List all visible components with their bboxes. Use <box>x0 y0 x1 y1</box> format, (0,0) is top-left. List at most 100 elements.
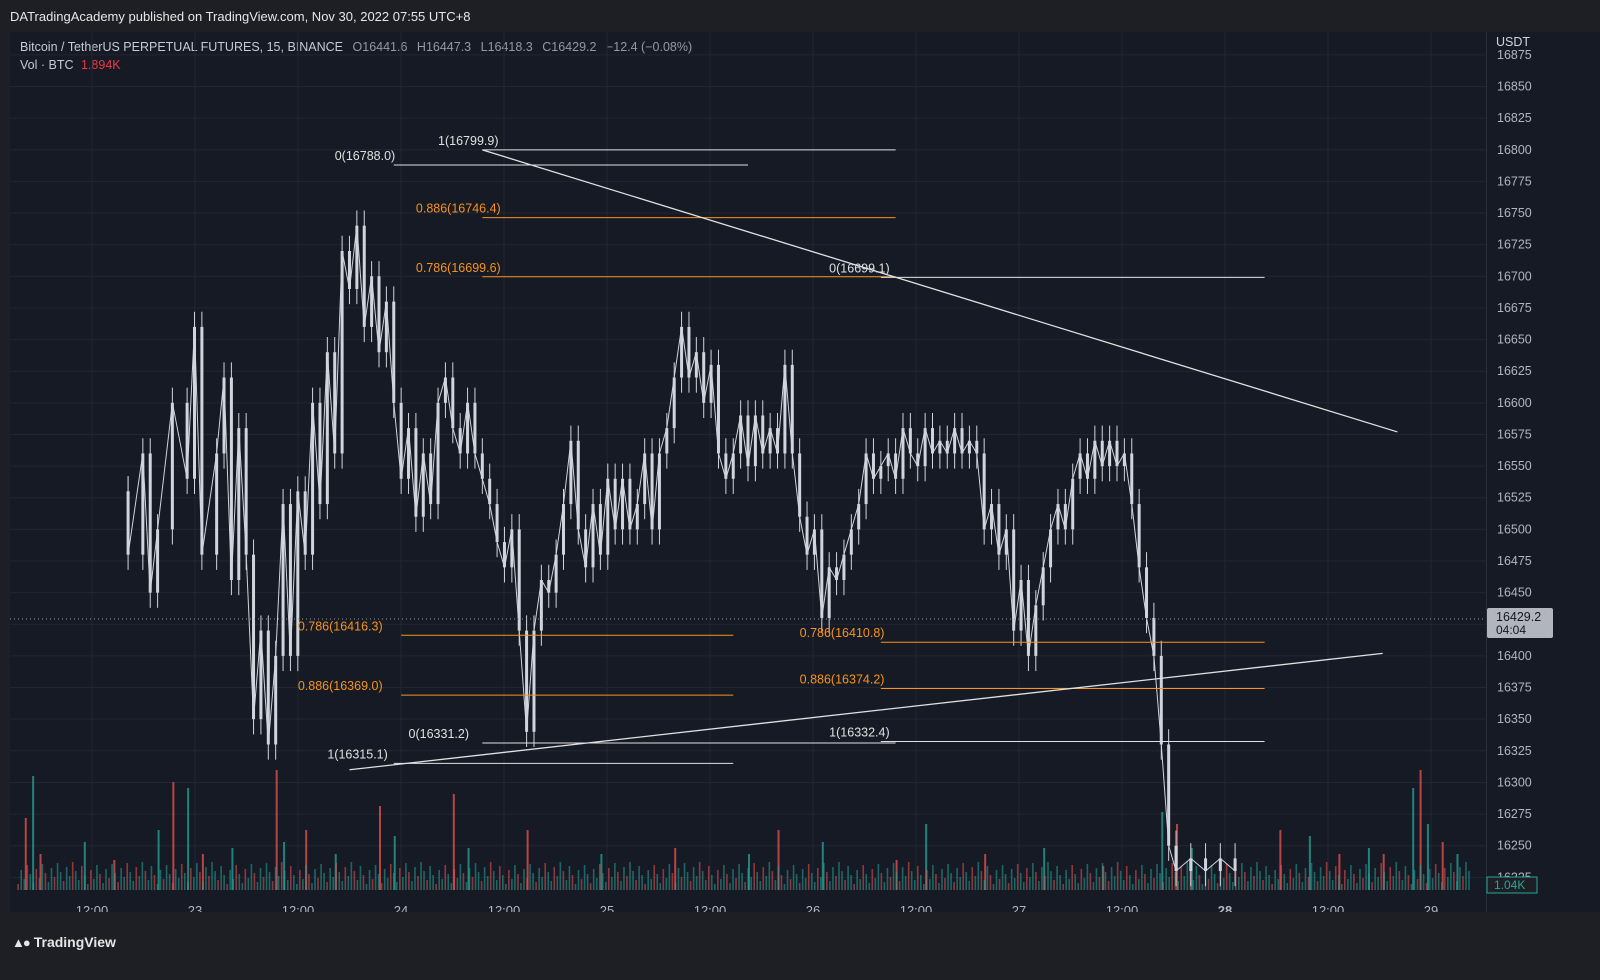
candle-body <box>606 478 610 555</box>
volume-bar <box>659 883 662 890</box>
volume-bar <box>1144 874 1146 890</box>
volume-bar <box>880 873 883 890</box>
y-tick-label: 16300 <box>1497 775 1532 789</box>
volume-bar <box>1310 863 1313 890</box>
volume-bar <box>765 876 768 890</box>
candle-body <box>1167 744 1171 846</box>
candle-body <box>237 428 241 580</box>
candle-body <box>392 301 396 403</box>
volume-bar <box>498 866 501 890</box>
volume-label: Vol · BTC <box>20 58 74 72</box>
volume-bar <box>650 879 653 890</box>
volume-bar <box>323 873 325 890</box>
volume-bar <box>196 863 198 890</box>
tradingview-logo[interactable]: ▲● TradingView <box>12 934 116 950</box>
volume-bar <box>99 874 101 890</box>
volume-bar <box>411 881 413 890</box>
volume-bar <box>289 866 292 890</box>
volume-bar <box>847 866 849 890</box>
candle-body <box>613 478 617 530</box>
volume-bar <box>604 882 607 890</box>
fib-level-label: 0.786(16410.8) <box>800 626 885 640</box>
y-tick-label: 16775 <box>1497 174 1532 188</box>
volume-bar <box>165 865 168 890</box>
candle-body <box>820 529 824 618</box>
volume-bar <box>174 869 177 890</box>
price-line <box>127 225 1236 872</box>
candle-body <box>621 478 625 530</box>
volume-bar <box>1222 878 1225 890</box>
candle-body <box>311 402 315 555</box>
candle-body <box>473 402 477 454</box>
volume-bar <box>704 880 707 890</box>
volume-bar <box>1001 865 1004 890</box>
volume-bar <box>1462 876 1464 890</box>
trendline <box>482 149 1398 433</box>
volume-bar <box>747 868 749 890</box>
candle-body <box>480 453 484 479</box>
candle-body <box>525 630 529 732</box>
volume-bar <box>32 883 35 890</box>
fib-level-label: 0.786(16416.3) <box>298 619 383 633</box>
volume-bar <box>483 867 486 890</box>
volume-bar <box>71 862 74 890</box>
price-axis[interactable] <box>1486 32 1600 912</box>
volume-bar <box>150 866 153 890</box>
volume-bar <box>644 884 646 890</box>
volume-bar <box>983 880 986 890</box>
volume-bar <box>50 868 53 890</box>
published-bar: DATradingAcademy published on TradingVie… <box>0 0 1600 32</box>
volume-bar <box>1080 869 1083 890</box>
symbol-title[interactable]: Bitcoin / TetherUS PERPETUAL FUTURES, 15… <box>20 40 344 54</box>
y-tick-label: 16500 <box>1497 522 1532 536</box>
candle-body <box>370 276 374 327</box>
volume-bar <box>926 870 928 890</box>
volume-bar <box>935 874 937 890</box>
volume-bar <box>374 865 377 890</box>
volume-bar <box>992 884 995 890</box>
volume-bar <box>1353 874 1355 890</box>
volume-bar <box>929 879 931 890</box>
volume-bar <box>452 794 455 890</box>
volume-bar <box>735 878 737 890</box>
candle-body <box>1152 617 1156 656</box>
volume-bar <box>201 854 204 890</box>
volume-bar <box>1156 864 1158 890</box>
candle-body <box>879 466 883 479</box>
volume-bar <box>780 875 783 890</box>
fib-level-label: 0.886(16374.2) <box>800 673 885 687</box>
volume-bar <box>392 873 395 890</box>
volume-bar <box>1283 874 1286 890</box>
candle-body <box>436 402 440 505</box>
volume-bar <box>395 882 398 890</box>
volume-bar <box>1313 872 1316 890</box>
volume-bar <box>671 873 674 890</box>
volume-bar <box>1407 875 1410 890</box>
candle-body <box>709 364 713 403</box>
high-value: 16447.3 <box>425 40 472 54</box>
volume-bar <box>907 862 910 890</box>
volume-bar <box>1441 842 1444 890</box>
volume-bar <box>296 884 298 890</box>
volume-bar <box>1277 879 1279 890</box>
volume-bar <box>874 878 877 890</box>
volume-bar <box>1086 864 1089 890</box>
volume-bar <box>435 884 437 890</box>
volume-bar <box>1241 863 1243 890</box>
volume-bar <box>577 870 580 890</box>
volume-bar <box>1328 871 1331 890</box>
volume-bar <box>1412 788 1415 890</box>
volume-bar <box>859 879 862 890</box>
candle-body <box>931 428 934 454</box>
volume-bar <box>635 880 637 890</box>
volume-bar <box>820 877 822 890</box>
volume-bar <box>235 865 238 890</box>
candle-body <box>222 377 226 454</box>
volume-bar <box>47 882 50 890</box>
volume-bar <box>614 863 616 890</box>
volume-bar <box>332 877 334 890</box>
volume-bar <box>1186 862 1189 890</box>
volume-bar <box>1132 884 1134 890</box>
volume-bar <box>707 866 710 890</box>
